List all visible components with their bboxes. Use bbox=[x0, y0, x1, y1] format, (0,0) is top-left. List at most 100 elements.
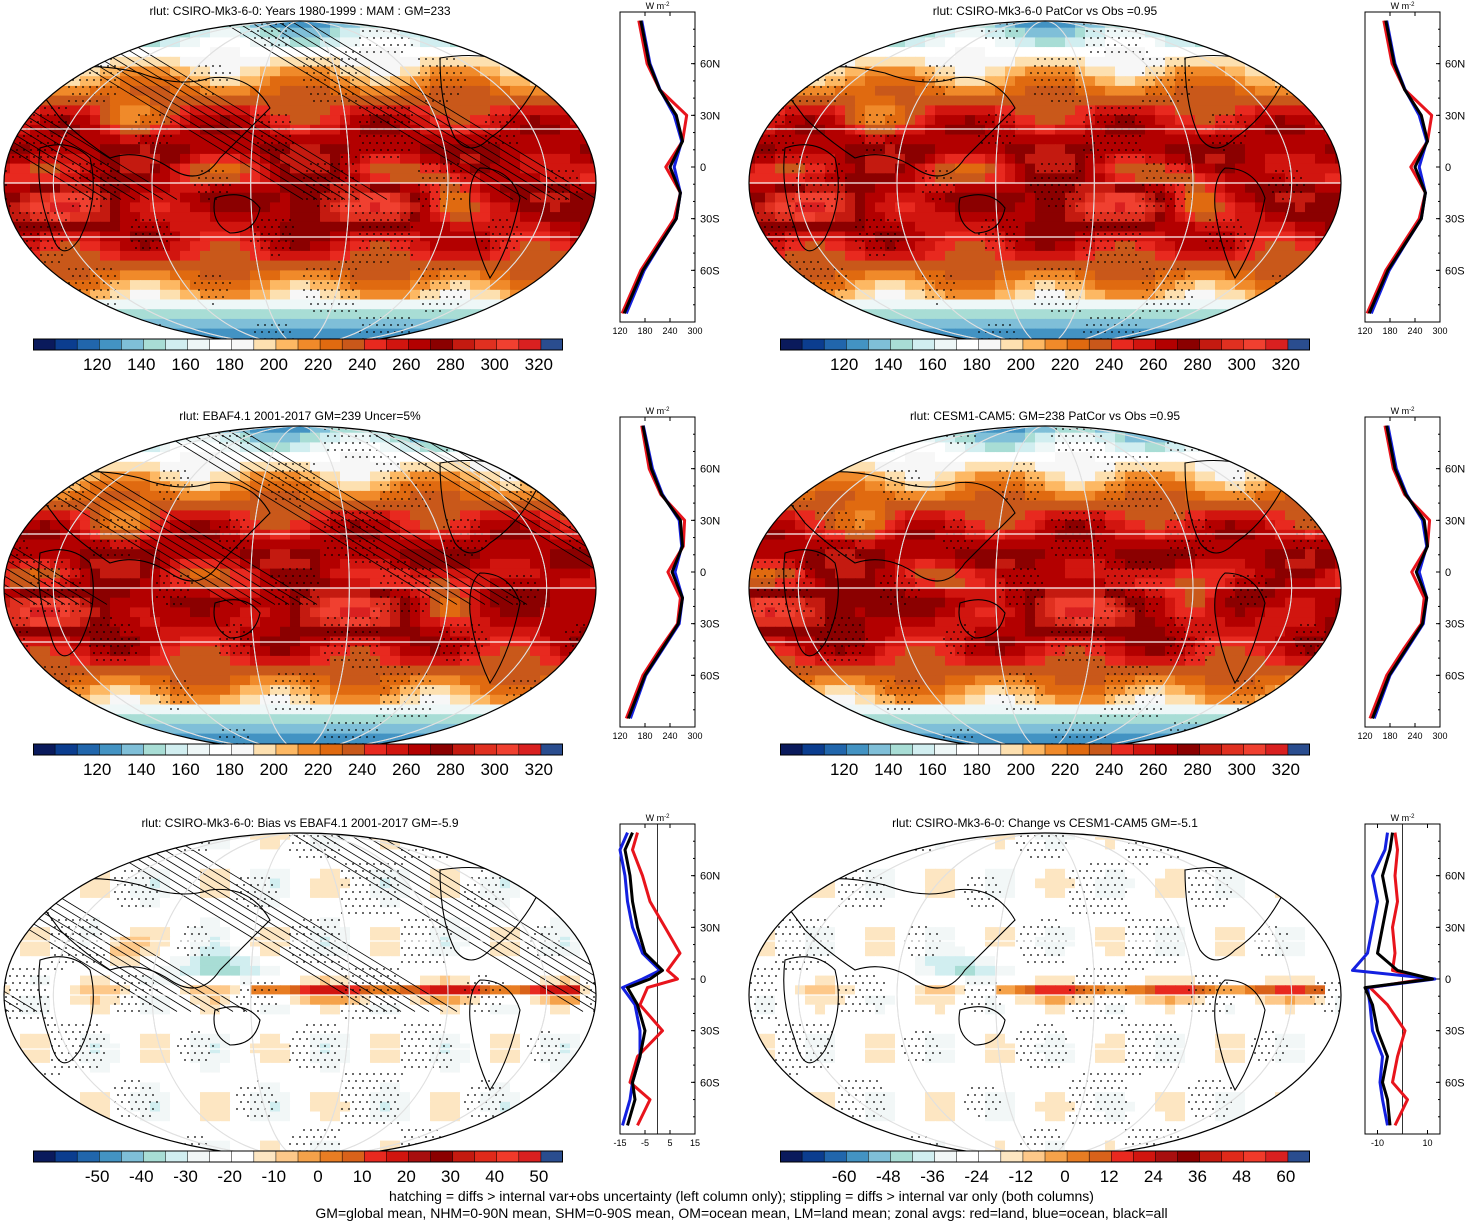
colorbar-swatch bbox=[297, 1150, 321, 1163]
coastline bbox=[29, 471, 271, 582]
lat-tick-label: 30N bbox=[1445, 922, 1465, 934]
colorbar-swatch bbox=[165, 338, 189, 351]
colorbar-tick-label: -30 bbox=[173, 1167, 198, 1187]
lat-tick-label: 0 bbox=[700, 162, 706, 174]
colorbar-tick-label: 180 bbox=[215, 355, 243, 375]
zonal-frame bbox=[619, 11, 696, 323]
value-tick-label: 240 bbox=[662, 731, 677, 741]
coastline bbox=[29, 66, 271, 177]
colorbar-tick-label: 120 bbox=[83, 760, 111, 780]
colorbar-swatch bbox=[1287, 338, 1310, 351]
colorbar-tick-label: -20 bbox=[217, 1167, 242, 1187]
meridian-line bbox=[250, 426, 350, 750]
coastline-layer bbox=[774, 866, 1286, 1092]
colorbar-swatch bbox=[474, 743, 498, 756]
value-tick-label: 180 bbox=[637, 326, 652, 336]
colorbar-frame bbox=[780, 743, 1310, 756]
zonal-series-all bbox=[622, 20, 684, 314]
colorbar-swatch bbox=[275, 338, 299, 351]
colorbar-tick-label: 260 bbox=[392, 760, 420, 780]
colorbar-swatch bbox=[1044, 743, 1068, 756]
meridian-line bbox=[995, 21, 1095, 345]
colorbar-swatch bbox=[253, 1150, 277, 1163]
colorbar-swatch bbox=[846, 338, 870, 351]
value-tick-label: 5 bbox=[667, 1138, 672, 1148]
colorbar-frame bbox=[33, 743, 563, 756]
lat-tick-label: 30N bbox=[1445, 110, 1465, 122]
colorbar-tick-label: 200 bbox=[1007, 355, 1035, 375]
colorbar-frame bbox=[33, 338, 563, 351]
meridian-line bbox=[797, 833, 1293, 1157]
colorbar-swatch bbox=[823, 743, 847, 756]
colorbar-swatch bbox=[99, 1150, 123, 1163]
colorbar-tick-label: 40 bbox=[485, 1167, 504, 1187]
value-tick-label: 300 bbox=[1432, 326, 1447, 336]
colorbar-swatch bbox=[33, 743, 56, 756]
colorbar-swatch bbox=[275, 1150, 299, 1163]
colorbar-tick-label: 120 bbox=[830, 355, 858, 375]
lat-tick-label: 30S bbox=[1445, 214, 1465, 226]
colorbar-tick-label: 10 bbox=[353, 1167, 372, 1187]
colorbar-swatch bbox=[1111, 1150, 1135, 1163]
colorbar-labels: 120 140 160 180 200 220 240 260 280 300 320 bbox=[33, 760, 563, 780]
colorbar-tick-label: 240 bbox=[348, 355, 376, 375]
colorbar-swatch bbox=[1000, 743, 1024, 756]
value-tick-label: 240 bbox=[1407, 326, 1422, 336]
colorbar-swatch bbox=[890, 338, 914, 351]
meridian-line bbox=[250, 21, 350, 345]
colorbar-swatch bbox=[1243, 1150, 1267, 1163]
colorbar-swatch bbox=[823, 338, 847, 351]
colorbar-tick-label: 0 bbox=[313, 1167, 322, 1187]
colorbar-swatch bbox=[1044, 1150, 1068, 1163]
colorbar-swatch bbox=[319, 743, 343, 756]
colorbar-swatch bbox=[76, 338, 100, 351]
colorbar-swatch bbox=[1088, 743, 1113, 756]
coastline bbox=[774, 878, 1016, 989]
colorbar bbox=[780, 338, 1310, 351]
colorbar-swatch bbox=[1022, 338, 1046, 351]
zonal-series-ocean bbox=[1372, 425, 1429, 719]
colorbar-swatch bbox=[956, 338, 980, 351]
zonal-unit-superscript: -2 bbox=[1409, 2, 1415, 8]
zonal-unit-superscript: -2 bbox=[1409, 814, 1415, 820]
colorbar-swatch bbox=[1287, 1150, 1310, 1163]
colorbar-swatch bbox=[33, 1150, 56, 1163]
colorbar-tick-label: -24 bbox=[964, 1167, 989, 1187]
panel-title: rlut: CESM1-CAM5: GM=238 PatCor vs Obs =… bbox=[745, 409, 1345, 423]
colorbar-swatch bbox=[518, 743, 542, 756]
colorbar-tick-label: 180 bbox=[962, 355, 990, 375]
meridian-line bbox=[52, 21, 548, 345]
footer-note-legend: GM=global mean, NHM=0-90N mean, SHM=0-90… bbox=[0, 1205, 1483, 1221]
colorbar-labels: 120 140 160 180 200 220 240 260 280 300 320 bbox=[780, 355, 1310, 375]
colorbar-swatch bbox=[1000, 338, 1024, 351]
coastline bbox=[783, 549, 839, 657]
colorbar-swatch bbox=[319, 1150, 343, 1163]
lat-tick-label: 0 bbox=[1445, 567, 1451, 579]
colorbar-tick-label: 160 bbox=[171, 355, 199, 375]
colorbar-swatch bbox=[1177, 743, 1201, 756]
colorbar-swatch bbox=[1133, 1150, 1157, 1163]
colorbar-swatch bbox=[341, 338, 366, 351]
zonal-series-all bbox=[1371, 425, 1429, 719]
colorbar-tick-label: 300 bbox=[1227, 760, 1255, 780]
zonal-frame bbox=[619, 416, 696, 728]
colorbar-tick-label: 240 bbox=[1095, 355, 1123, 375]
lat-tick-label: 30S bbox=[1445, 619, 1465, 631]
coastline bbox=[1214, 979, 1266, 1092]
colorbar-tick-label: 240 bbox=[1095, 760, 1123, 780]
map-plot bbox=[748, 20, 1342, 346]
colorbar-swatch bbox=[231, 743, 255, 756]
colorbar-labels: -60 -48 -36 -24 -12 0 12 24 36 48 60 bbox=[780, 1167, 1310, 1187]
coastline bbox=[38, 956, 94, 1064]
colorbar-swatch bbox=[801, 1150, 825, 1163]
meridian-line bbox=[896, 833, 1194, 1157]
lat-tick-label: 0 bbox=[700, 974, 706, 986]
value-tick-label: 240 bbox=[1407, 731, 1422, 741]
zonal-unit-superscript: -2 bbox=[664, 2, 670, 8]
colorbar-swatch bbox=[319, 338, 343, 351]
colorbar-swatch bbox=[890, 1150, 914, 1163]
panel-title: rlut: CSIRO-Mk3-6-0: Years 1980-1999 : M… bbox=[0, 4, 600, 18]
zonal-unit-superscript: -2 bbox=[1409, 407, 1415, 413]
colorbar-swatch bbox=[209, 743, 233, 756]
colorbar-swatch bbox=[99, 338, 123, 351]
